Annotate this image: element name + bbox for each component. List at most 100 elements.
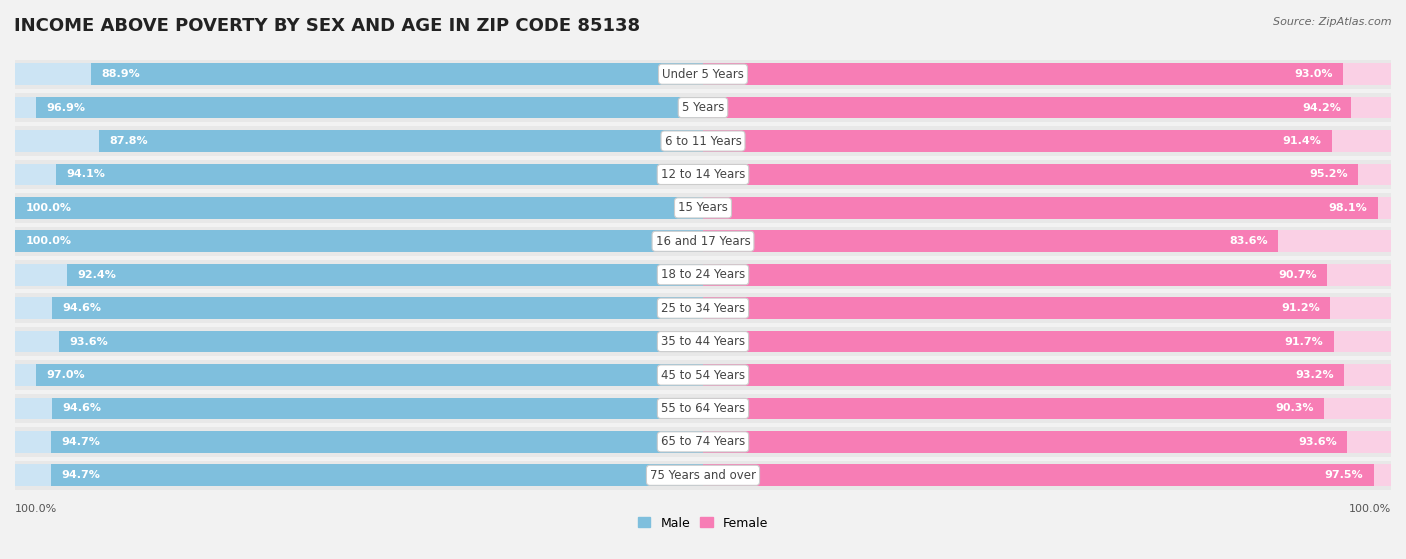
Text: 65 to 74 Years: 65 to 74 Years [661, 435, 745, 448]
Bar [15, 264, 703, 286]
Bar [703, 297, 1330, 319]
Text: Under 5 Years: Under 5 Years [662, 68, 744, 80]
Text: 90.7%: 90.7% [1278, 270, 1316, 280]
Bar [703, 197, 1378, 219]
Bar [703, 465, 1391, 486]
Text: Source: ZipAtlas.com: Source: ZipAtlas.com [1274, 17, 1392, 27]
Bar [703, 130, 1391, 152]
Bar [703, 431, 1391, 453]
Bar [15, 164, 703, 186]
Text: 94.2%: 94.2% [1302, 103, 1341, 112]
Text: 35 to 44 Years: 35 to 44 Years [661, 335, 745, 348]
Text: 98.1%: 98.1% [1329, 203, 1368, 213]
Text: 94.7%: 94.7% [62, 470, 101, 480]
Bar [703, 297, 1391, 319]
Bar [15, 126, 1391, 156]
Bar [15, 364, 703, 386]
Bar [703, 164, 1358, 186]
Bar [703, 63, 1343, 85]
Bar [15, 327, 1391, 356]
Text: 5 Years: 5 Years [682, 101, 724, 114]
Legend: Male, Female: Male, Female [633, 511, 773, 534]
Bar [703, 331, 1391, 352]
Bar [703, 97, 1351, 119]
Bar [703, 197, 1391, 219]
Text: 15 Years: 15 Years [678, 201, 728, 215]
Bar [91, 63, 703, 85]
Text: 100.0%: 100.0% [25, 203, 72, 213]
Bar [15, 260, 1391, 290]
Text: 91.4%: 91.4% [1282, 136, 1322, 146]
Bar [52, 397, 703, 419]
Bar [703, 431, 1347, 453]
Text: INCOME ABOVE POVERTY BY SEX AND AGE IN ZIP CODE 85138: INCOME ABOVE POVERTY BY SEX AND AGE IN Z… [14, 17, 640, 35]
Text: 18 to 24 Years: 18 to 24 Years [661, 268, 745, 281]
Text: 25 to 34 Years: 25 to 34 Years [661, 302, 745, 315]
Bar [15, 59, 1391, 89]
Bar [703, 331, 1334, 352]
Text: 6 to 11 Years: 6 to 11 Years [665, 135, 741, 148]
Bar [15, 226, 1391, 256]
Bar [15, 427, 1391, 457]
Bar [15, 160, 1391, 189]
Bar [15, 130, 703, 152]
Bar [703, 397, 1324, 419]
Bar [59, 331, 703, 352]
Bar [15, 394, 1391, 423]
Bar [703, 230, 1391, 252]
Bar [703, 364, 1344, 386]
Bar [15, 465, 703, 486]
Text: 93.6%: 93.6% [69, 337, 108, 347]
Bar [15, 63, 703, 85]
Bar [703, 97, 1391, 119]
Bar [15, 230, 703, 252]
Text: 94.6%: 94.6% [62, 404, 101, 414]
Bar [15, 193, 1391, 222]
Bar [15, 93, 1391, 122]
Bar [52, 431, 703, 453]
Text: 83.6%: 83.6% [1229, 236, 1268, 247]
Text: 94.6%: 94.6% [62, 303, 101, 313]
Text: 75 Years and over: 75 Years and over [650, 469, 756, 482]
Text: 94.1%: 94.1% [66, 169, 105, 179]
Text: 16 and 17 Years: 16 and 17 Years [655, 235, 751, 248]
Bar [703, 63, 1391, 85]
Bar [15, 431, 703, 453]
Text: 91.2%: 91.2% [1281, 303, 1320, 313]
Text: 93.0%: 93.0% [1294, 69, 1333, 79]
Text: 100.0%: 100.0% [25, 236, 72, 247]
Text: 91.7%: 91.7% [1285, 337, 1323, 347]
Bar [15, 97, 703, 119]
Text: 94.7%: 94.7% [62, 437, 101, 447]
Bar [703, 230, 1278, 252]
Text: 93.2%: 93.2% [1295, 370, 1334, 380]
Text: 12 to 14 Years: 12 to 14 Years [661, 168, 745, 181]
Bar [703, 397, 1391, 419]
Text: 97.0%: 97.0% [46, 370, 84, 380]
Bar [15, 197, 703, 219]
Bar [15, 293, 1391, 323]
Bar [67, 264, 703, 286]
Text: 87.8%: 87.8% [110, 136, 148, 146]
Bar [703, 465, 1374, 486]
Bar [703, 164, 1391, 186]
Text: 88.9%: 88.9% [101, 69, 141, 79]
Bar [703, 264, 1327, 286]
Bar [15, 331, 703, 352]
Bar [15, 230, 703, 252]
Bar [52, 297, 703, 319]
Bar [15, 397, 703, 419]
Bar [15, 197, 703, 219]
Text: 45 to 54 Years: 45 to 54 Years [661, 368, 745, 381]
Text: 100.0%: 100.0% [15, 504, 58, 514]
Text: 100.0%: 100.0% [1348, 504, 1391, 514]
Bar [35, 364, 703, 386]
Text: 95.2%: 95.2% [1309, 169, 1348, 179]
Bar [52, 465, 703, 486]
Bar [15, 461, 1391, 490]
Bar [703, 364, 1391, 386]
Bar [56, 164, 703, 186]
Bar [15, 297, 703, 319]
Text: 93.6%: 93.6% [1298, 437, 1337, 447]
Text: 90.3%: 90.3% [1275, 404, 1315, 414]
